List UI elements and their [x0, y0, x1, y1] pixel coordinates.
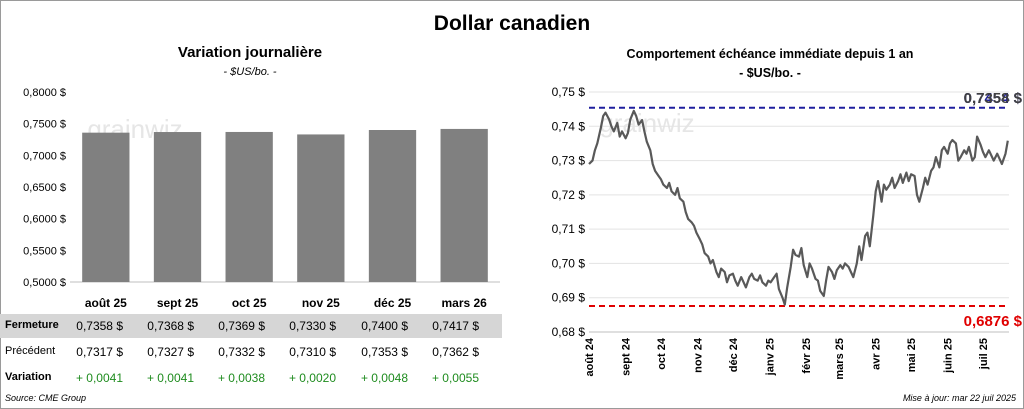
close-row: Fermeture 0,7358 $ 0,7368 $ 0,7369 $ 0,7… — [0, 314, 502, 338]
close-cell: 0,7330 $ — [289, 319, 336, 333]
previous-cell: 0,7317 $ — [76, 345, 123, 359]
bar — [368, 130, 417, 282]
change-cell: + 0,0041 — [75, 371, 123, 385]
line-chart-title: Comportement échéance immédiate depuis 1… — [626, 47, 914, 61]
change-cell: + 0,0038 — [217, 371, 265, 385]
bar — [440, 128, 488, 282]
price-series-line — [588, 109, 1009, 306]
x-tick-label: oct 24 — [656, 337, 668, 370]
y-tick-label: 0,5500 $ — [23, 245, 66, 257]
bar-chart-subtitle: - $US/bo. - — [223, 66, 277, 78]
close-cell: 0,7368 $ — [147, 319, 194, 333]
previous-cell: 0,7353 $ — [361, 345, 408, 359]
high-value-label: 0,7454 $ — [964, 90, 1022, 107]
x-tick-label: déc 25 — [374, 296, 412, 310]
line-chart: grainwiz 0,68 $ 0,69 $ 0,70 $ 0,71 $ 0,72 $ 0,… — [552, 85, 1022, 380]
bar-chart-title: Variation journalière — [177, 44, 323, 61]
y-tick-label: 0,7500 $ — [23, 119, 66, 131]
source-note: Source: CME Group — [5, 393, 87, 403]
close-cell: 0,7358 $ — [76, 319, 123, 333]
x-tick-label: janv 25 — [765, 338, 777, 376]
y-tick-label: 0,74 $ — [552, 119, 586, 133]
y-tick-label: 0,68 $ — [552, 325, 586, 339]
bar — [225, 131, 273, 282]
x-tick-label: sept 24 — [621, 337, 633, 376]
y-tick-label: 0,5000 $ — [23, 277, 66, 289]
previous-row-label: Précédent — [5, 345, 56, 357]
close-cell: 0,7369 $ — [218, 319, 265, 333]
y-tick-label: 0,7000 $ — [23, 150, 66, 162]
close-cell: 0,7417 $ — [432, 319, 479, 333]
y-tick-label: 0,6000 $ — [23, 214, 66, 226]
x-tick-label: nov 25 — [302, 296, 340, 310]
bar — [297, 134, 345, 282]
close-cell: 0,7400 $ — [361, 319, 408, 333]
y-tick-label: 0,70 $ — [552, 256, 586, 270]
x-tick-label: nov 24 — [693, 337, 705, 373]
low-value-label: 0,6876 $ — [964, 313, 1022, 330]
x-tick-label: mai 25 — [906, 338, 918, 372]
previous-cell: 0,7327 $ — [147, 345, 194, 359]
bar — [153, 132, 202, 282]
x-tick-label: août 24 — [584, 337, 596, 376]
y-tick-label: 0,75 $ — [552, 85, 586, 99]
close-row-label: Fermeture — [5, 319, 59, 331]
current-value-label: 0,7358 $ — [964, 90, 1022, 107]
x-tick-label: août 25 — [85, 296, 127, 310]
y-tick-label: 0,71 $ — [552, 222, 586, 236]
x-tick-label: déc 24 — [728, 337, 740, 372]
x-tick-label: oct 25 — [232, 296, 267, 310]
line-chart-subtitle: - $US/bo. - — [739, 66, 801, 80]
x-tick-label: juil 25 — [978, 338, 990, 370]
previous-cell: 0,7310 $ — [289, 345, 336, 359]
change-cell: + 0,0020 — [288, 371, 336, 385]
y-tick-label: 0,73 $ — [552, 154, 586, 168]
change-row-label: Variation — [5, 371, 52, 383]
y-tick-label: 0,69 $ — [552, 291, 586, 305]
previous-row: Précédent 0,7317 $ 0,7327 $ 0,7332 $ 0,7… — [0, 340, 502, 364]
y-tick-label: 0,8000 $ — [23, 87, 66, 99]
change-cell: + 0,0041 — [146, 371, 194, 385]
page-title: Dollar canadien — [433, 12, 591, 35]
bar — [82, 132, 130, 282]
watermark-logo: grainwiz — [599, 108, 694, 138]
change-row: Variation + 0,0041 + 0,0041 + 0,0038 + 0… — [0, 366, 502, 390]
update-note: Mise à jour: mar 22 juil 2025 — [902, 393, 1016, 403]
x-tick-label: juin 25 — [943, 338, 955, 374]
x-tick-label: avr 25 — [871, 338, 883, 370]
x-tick-label: mars 25 — [834, 338, 846, 380]
y-tick-label: 0,72 $ — [552, 188, 586, 202]
y-tick-label: 0,6500 $ — [23, 182, 66, 194]
x-tick-label: févr 25 — [801, 338, 813, 373]
previous-cell: 0,7362 $ — [432, 345, 479, 359]
x-tick-label: mars 26 — [441, 296, 487, 310]
change-cell: + 0,0055 — [431, 371, 479, 385]
change-cell: + 0,0048 — [360, 371, 408, 385]
previous-cell: 0,7332 $ — [218, 345, 265, 359]
x-tick-label: sept 25 — [157, 296, 199, 310]
